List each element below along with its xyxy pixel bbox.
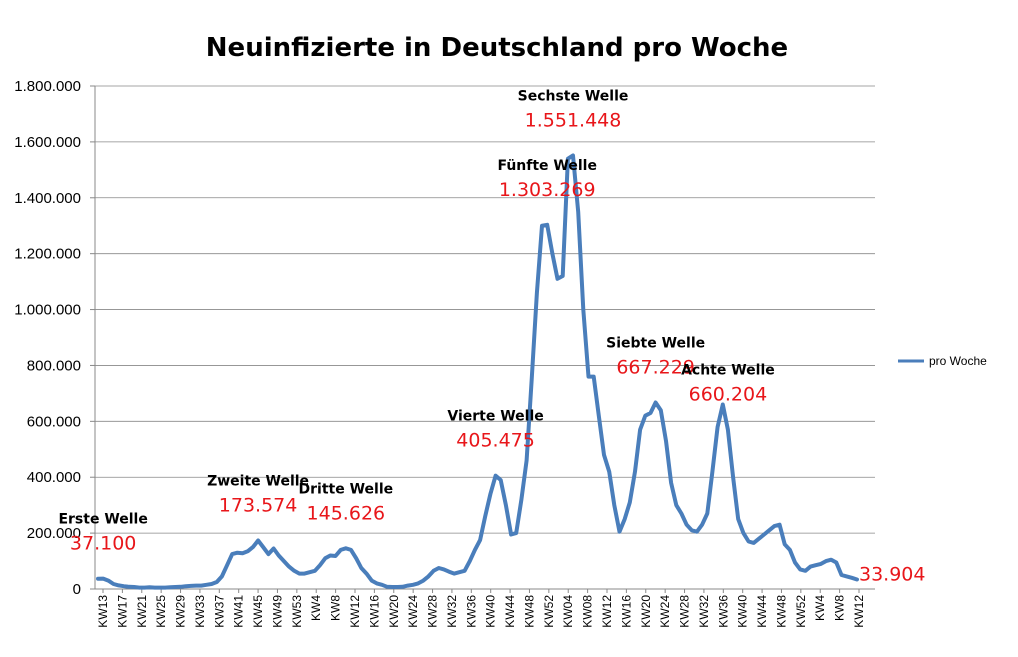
- x-tick-label: KW37: [212, 595, 226, 628]
- x-tick-label: KW29: [174, 595, 188, 628]
- x-tick-label: KW12: [600, 595, 614, 628]
- x-tick-label: KW24: [658, 595, 672, 628]
- wave-peak-value: 667.229: [616, 357, 695, 379]
- x-tick-label: KW24: [406, 595, 420, 628]
- y-axis-ticks: 0 200.000 400.000 600.000 800.000 1.000.000 1.…: [14, 78, 95, 598]
- x-tick-label: KW52: [542, 595, 556, 628]
- x-tick-label: KW40: [484, 595, 498, 628]
- x-tick-label: KW20: [639, 595, 653, 628]
- x-tick-label: KW20: [387, 595, 401, 628]
- x-tick-label: KW4: [813, 595, 827, 621]
- x-tick-label: KW32: [697, 595, 711, 628]
- wave-label: Fünfte Welle: [497, 158, 596, 174]
- x-tick-label: KW28: [426, 595, 440, 628]
- x-tick-label: KW52: [794, 595, 808, 628]
- wave-label: Achte Welle: [681, 363, 775, 379]
- wave-annotations: Erste Welle 37.100 Zweite Welle 173.574Drit…: [58, 88, 925, 585]
- wave-label: Dritte Welle: [299, 481, 394, 497]
- x-tick-label: KW32: [445, 595, 459, 628]
- wave-peak-value: 173.574: [219, 494, 298, 516]
- x-tick-label: KW41: [232, 595, 246, 628]
- wave-peak-value: 37.100: [70, 533, 136, 555]
- wave-peak-value: 660.204: [689, 384, 768, 406]
- x-axis-ticks: KW13 KW17 KW21 KW25 KW29 KW33 KW37 KW41 KW45 KW49…: [96, 589, 866, 628]
- wave-peak-value: 405.475: [456, 430, 535, 452]
- x-tick-label: KW44: [503, 595, 517, 628]
- x-tick-label: KW16: [619, 595, 633, 628]
- x-tick-label: KW40: [736, 595, 750, 628]
- y-tick-label: 200.000: [27, 525, 81, 542]
- x-tick-label: KW8: [329, 595, 343, 621]
- x-tick-label: KW12: [852, 595, 866, 628]
- x-tick-label: KW17: [115, 595, 129, 628]
- x-tick-label: KW33: [193, 595, 207, 628]
- x-tick-label: KW49: [270, 595, 284, 628]
- x-tick-label: KW8: [833, 595, 847, 621]
- x-tick-label: KW04: [561, 595, 575, 628]
- wave-peak-value: 145.626: [307, 502, 386, 524]
- wave-peak-value: 1.303.269: [499, 179, 596, 201]
- wave-label: Erste Welle: [58, 512, 147, 528]
- y-tick-label: 600.000: [27, 413, 81, 430]
- x-tick-label: KW48: [774, 595, 788, 628]
- series-group: [96, 153, 859, 590]
- y-tick-label: 1.800.000: [14, 78, 81, 95]
- x-tick-label: KW08: [581, 595, 595, 628]
- x-tick-label: KW36: [464, 595, 478, 628]
- x-tick-label: KW16: [367, 595, 381, 628]
- legend-label: pro Woche: [929, 354, 987, 368]
- x-tick-label: KW13: [96, 595, 110, 628]
- y-tick-label: 1.000.000: [14, 302, 81, 319]
- x-tick-label: KW44: [755, 595, 769, 628]
- wave-label: Zweite Welle: [207, 473, 309, 489]
- y-tick-label: 1.400.000: [14, 190, 81, 207]
- y-tick-label: 1.600.000: [14, 134, 81, 151]
- y-tick-label: 400.000: [27, 469, 81, 486]
- gridlines: [95, 85, 875, 534]
- x-tick-label: KW12: [348, 595, 362, 628]
- chart-title: Neuinfizierte in Deutschland pro Woche: [206, 33, 788, 63]
- x-tick-label: KW36: [716, 595, 730, 628]
- x-tick-label: KW21: [135, 595, 149, 628]
- x-tick-label: KW45: [251, 595, 265, 628]
- wave-peak-value: 1.551.448: [525, 109, 622, 131]
- series-line-pro-woche: [96, 153, 859, 590]
- x-tick-label: KW48: [522, 595, 536, 628]
- y-tick-label: 1.200.000: [14, 246, 81, 263]
- last-value-label: 33.904: [859, 564, 925, 586]
- legend: pro Woche: [898, 354, 987, 368]
- wave-label: Sechste Welle: [518, 88, 629, 104]
- y-tick-label: 800.000: [27, 357, 81, 374]
- y-tick-label: 0: [73, 581, 81, 598]
- wave-label: Vierte Welle: [447, 409, 543, 425]
- x-tick-label: KW53: [290, 595, 304, 628]
- x-tick-label: KW28: [678, 595, 692, 628]
- x-tick-label: KW4: [309, 595, 323, 621]
- x-tick-label: KW25: [154, 595, 168, 628]
- wave-label: Siebte Welle: [606, 336, 705, 352]
